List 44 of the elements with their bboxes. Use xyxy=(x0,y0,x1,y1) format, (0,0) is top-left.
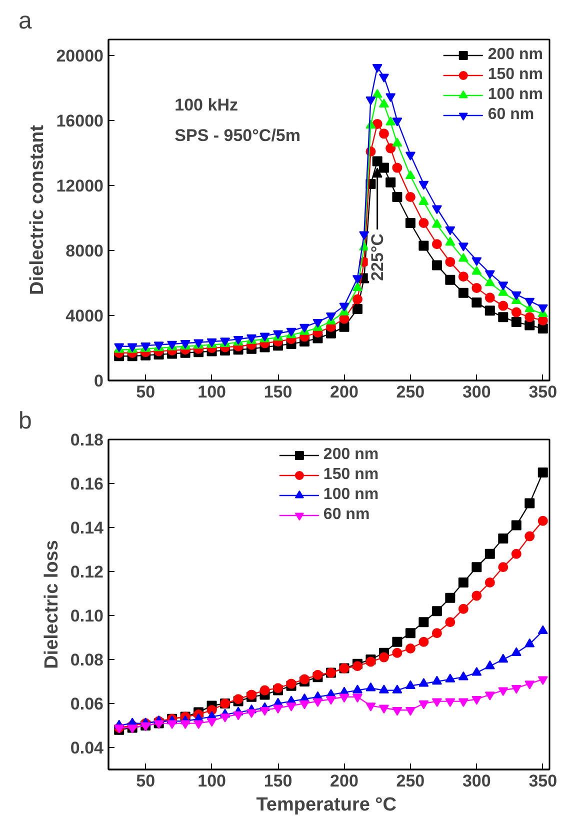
y-tick-label: 0.08 xyxy=(70,650,104,670)
legend-label: 60 nm xyxy=(488,106,534,124)
x-tick-label: 250 xyxy=(396,382,425,402)
x-axis-title: Temperature °C xyxy=(256,794,397,816)
y-tick-label: 0.06 xyxy=(70,694,104,714)
legend-label: 100 nm xyxy=(323,486,379,504)
x-tick-label: 150 xyxy=(264,772,292,790)
x-tick-label: 300 xyxy=(462,382,491,402)
annotation: SPS - 950°C/5m xyxy=(174,126,301,146)
y-tick-label: 4000 xyxy=(66,306,104,326)
y-tick-label: 20000 xyxy=(56,46,104,66)
x-tick-label: 150 xyxy=(264,382,292,402)
x-tick-label: 200 xyxy=(330,382,358,402)
legend-label: 150 nm xyxy=(323,466,379,484)
y-axis-title: Dielectric loss xyxy=(41,540,62,669)
x-tick-label: 200 xyxy=(330,772,358,790)
x-tick-label: 350 xyxy=(528,382,558,402)
y-tick-label: 12000 xyxy=(56,176,104,196)
legend-label: 150 nm xyxy=(488,66,543,84)
y-tick-label: 0.04 xyxy=(70,738,104,758)
y-tick-label: 0.14 xyxy=(70,518,104,538)
y-tick-label: 0 xyxy=(94,372,104,390)
legend-label: 100 nm xyxy=(488,86,543,104)
legend-label: 200 nm xyxy=(323,446,379,464)
legend-label: 200 nm xyxy=(488,46,543,64)
y-tick-label: 16000 xyxy=(56,112,104,131)
chart-title: b xyxy=(18,408,32,434)
x-tick-label: 300 xyxy=(462,772,491,790)
y-tick-label: 8000 xyxy=(66,242,104,261)
x-tick-label: 350 xyxy=(528,772,558,790)
x-tick-label: 50 xyxy=(136,772,156,790)
x-tick-label: 100 xyxy=(198,382,226,402)
y-tick-label: 0.10 xyxy=(70,606,104,626)
x-tick-label: 250 xyxy=(396,772,425,790)
y-tick-label: 0.16 xyxy=(70,474,104,494)
legend-label: 60 nm xyxy=(323,506,370,524)
annotation: 100 kHz xyxy=(174,96,238,115)
annotation: 225°C xyxy=(368,233,387,281)
y-axis-title: Dielectric constant xyxy=(27,124,48,295)
chart-title: a xyxy=(18,8,32,34)
y-tick-label: 0.18 xyxy=(70,430,104,450)
y-tick-label: 0.12 xyxy=(70,562,104,582)
x-tick-label: 50 xyxy=(136,382,156,402)
x-tick-label: 100 xyxy=(198,772,226,790)
